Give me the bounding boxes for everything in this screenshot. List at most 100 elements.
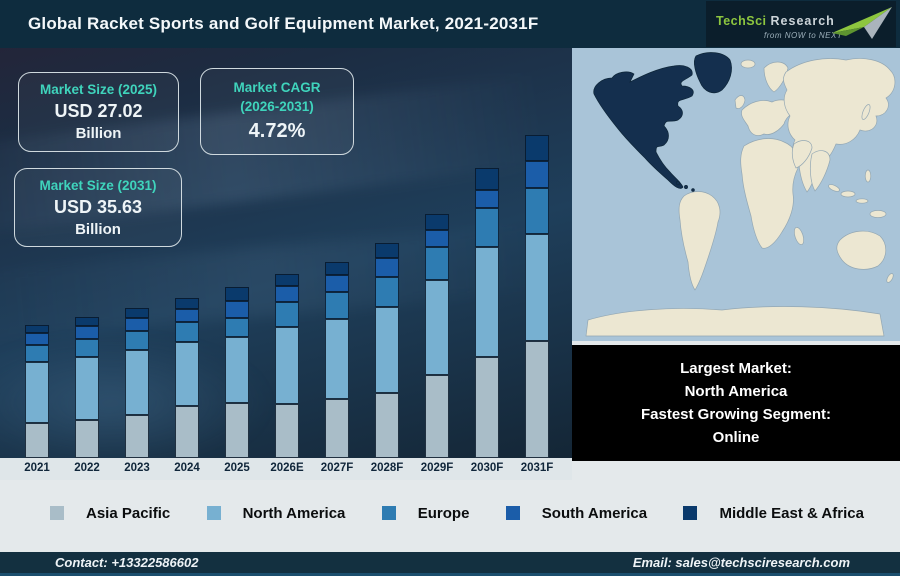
bar-chart xyxy=(0,48,572,458)
bar-segment-north-america xyxy=(425,280,449,375)
bar-2026E xyxy=(275,274,299,458)
bar-segment-europe xyxy=(375,277,399,307)
bar-segment-north-america xyxy=(475,247,499,357)
stat-value: USD 27.02 xyxy=(54,101,143,121)
island-philippines xyxy=(864,169,872,183)
bar-segment-asia-pacific xyxy=(225,403,249,458)
island-caribbean xyxy=(684,185,688,189)
world-map-svg xyxy=(572,48,900,341)
bar-segment-north-america xyxy=(75,357,99,420)
bar-segment-asia-pacific xyxy=(175,406,199,458)
legend-label: North America xyxy=(242,504,346,522)
bar-2022 xyxy=(75,317,99,458)
region-india xyxy=(809,150,831,192)
bar-segment-asia-pacific xyxy=(325,399,349,458)
island-japan xyxy=(861,104,871,120)
bar-segment-north-america xyxy=(375,307,399,393)
techsci-logo: TechSci Research from NOW to NEXT xyxy=(706,1,896,47)
island-sumatra xyxy=(828,184,840,192)
bar-segment-europe xyxy=(425,247,449,280)
island-uk xyxy=(734,95,746,109)
bar-segment-middle-east-africa xyxy=(75,317,99,326)
island-new-zealand xyxy=(886,273,894,283)
bar-segment-europe xyxy=(25,345,49,362)
x-tick-2022: 2022 xyxy=(74,462,100,474)
stat-label: Market Size (2031) xyxy=(39,177,157,193)
world-map xyxy=(572,48,900,341)
region-arabia xyxy=(791,140,813,169)
bar-segment-middle-east-africa xyxy=(225,287,249,301)
bar-segment-asia-pacific xyxy=(425,375,449,458)
logo-brand-secondary: Research xyxy=(770,14,835,28)
logo-arrow-icon xyxy=(832,7,892,39)
island-caribbean xyxy=(691,188,695,192)
island-new-guinea xyxy=(869,210,887,218)
stat-label-line2: (2026-2031) xyxy=(240,99,314,114)
x-tick-2028F: 2028F xyxy=(370,462,404,474)
stat-box-market-size-2031: Market Size (2031) USD 35.63 Billion xyxy=(14,168,182,247)
x-tick-2026E: 2026E xyxy=(270,462,304,474)
bar-segment-north-america xyxy=(125,350,149,415)
bar-segment-middle-east-africa xyxy=(425,214,449,230)
bar-segment-europe xyxy=(175,322,199,342)
legend-item-asia-pacific: Asia Pacific xyxy=(50,505,170,522)
x-tick-2025: 2025 xyxy=(224,462,250,474)
stat-value: 4.72% xyxy=(248,120,306,142)
bar-segment-north-america xyxy=(325,319,349,399)
x-axis: 2021 2022 2023 2024 2025 2026E 2027F 2028F 2029F… xyxy=(0,458,572,480)
legend-item-middle-east-africa: Middle East & Africa xyxy=(683,504,864,522)
bar-segment-south-america xyxy=(475,190,499,208)
legend-swatch-middle-east-africa xyxy=(683,506,698,520)
stat-unit: Billion xyxy=(75,125,122,142)
bar-segment-asia-pacific xyxy=(375,393,399,458)
island-greenland-highlight xyxy=(694,52,732,94)
continent-africa xyxy=(740,138,799,249)
legend-swatch-asia-pacific xyxy=(50,506,64,520)
footer-email: Email: sales@techsciresearch.com xyxy=(632,555,850,570)
bar-segment-middle-east-africa xyxy=(175,298,199,309)
stat-label: Market CAGR xyxy=(233,80,321,95)
island-iceland xyxy=(740,59,756,69)
island-madagascar xyxy=(793,227,805,245)
footer-contact: Contact: +13322586602 xyxy=(55,555,199,570)
bar-2023 xyxy=(125,308,149,458)
region-scandinavia xyxy=(763,61,789,93)
legend-label: Middle East & Africa xyxy=(719,504,864,522)
x-tick-2024: 2024 xyxy=(174,462,200,474)
bar-segment-europe xyxy=(325,292,349,319)
stat-box-market-cagr: Market CAGR (2026-2031) 4.72% xyxy=(200,68,354,155)
bar-segment-asia-pacific xyxy=(25,423,49,458)
bar-segment-north-america xyxy=(25,362,49,423)
bar-segment-south-america xyxy=(75,326,99,339)
bar-segment-europe xyxy=(75,339,99,357)
bar-segment-asia-pacific xyxy=(75,420,99,458)
bar-segment-asia-pacific xyxy=(525,341,549,458)
legend-swatch-south-america xyxy=(505,506,520,520)
bar-segment-middle-east-africa xyxy=(25,325,49,333)
continent-south-america xyxy=(678,191,721,291)
logo-tagline: from NOW to NEXT xyxy=(764,31,843,40)
bar-segment-europe xyxy=(125,331,149,350)
logo-brand-primary: TechSci xyxy=(716,14,767,28)
continent-antarctica xyxy=(585,306,885,337)
bar-segment-south-america xyxy=(525,161,549,188)
bar-segment-middle-east-africa xyxy=(525,135,549,161)
legend-item-south-america: South America xyxy=(505,505,647,522)
bar-segment-middle-east-africa xyxy=(125,308,149,318)
bar-2025 xyxy=(225,287,249,458)
island-borneo xyxy=(840,190,856,198)
bar-2031F xyxy=(525,135,549,458)
bar-segment-asia-pacific xyxy=(275,404,299,458)
bar-2027F xyxy=(325,262,349,458)
continent-north-america-highlight xyxy=(593,65,694,189)
footer-bar: Contact: +13322586602 Email: sales@techs… xyxy=(0,552,900,576)
bar-segment-middle-east-africa xyxy=(325,262,349,275)
bar-segment-north-america xyxy=(525,234,549,341)
largest-market-callout: Largest Market: North America Fastest Gr… xyxy=(572,345,900,461)
callout-line: Fastest Growing Segment: xyxy=(640,406,832,423)
bar-segment-middle-east-africa xyxy=(275,274,299,286)
bar-segment-south-america xyxy=(325,275,349,292)
bar-segment-middle-east-africa xyxy=(375,243,399,258)
legend-label: Europe xyxy=(417,504,470,522)
